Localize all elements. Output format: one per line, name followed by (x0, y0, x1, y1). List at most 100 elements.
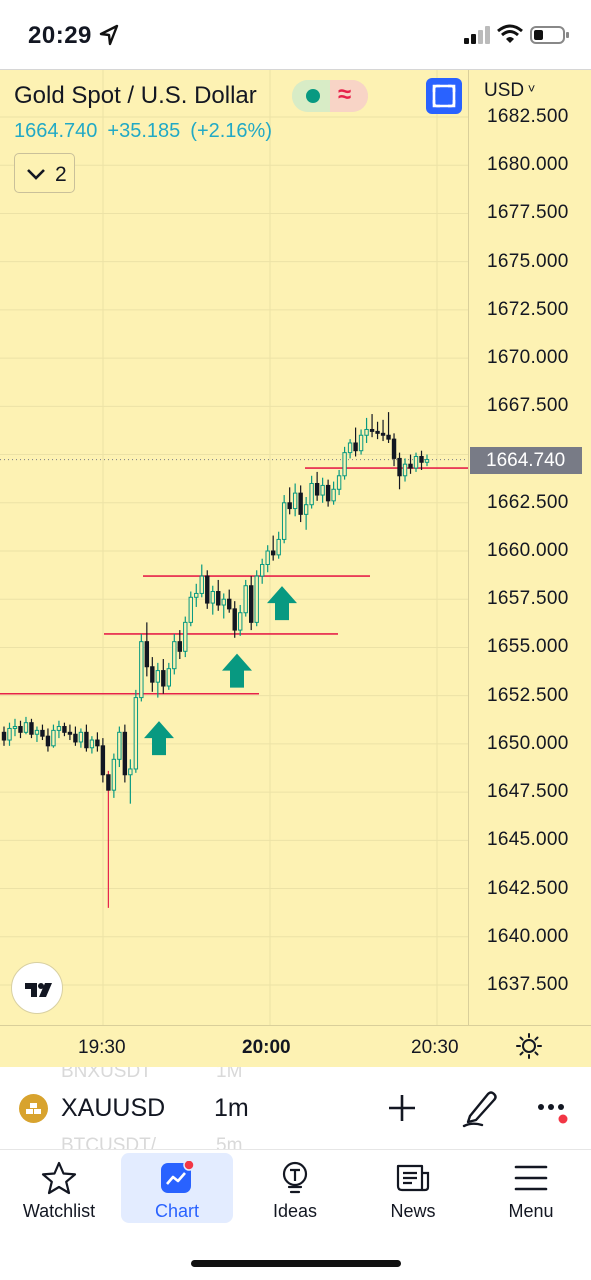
price-axis-label: 1672.500 (487, 298, 569, 320)
candle-body (73, 733, 78, 743)
interval-selector[interactable]: 1m (214, 1094, 249, 1122)
wifi-icon (497, 24, 523, 43)
candle-body (281, 502, 287, 540)
drawing-tools-button[interactable] (460, 1088, 498, 1128)
market-open-dot-icon (306, 89, 320, 103)
candle-body (106, 774, 111, 791)
candle-body (227, 598, 232, 610)
price-change-percent: (+2.16%) (190, 120, 272, 142)
price-summary: 1664.740 +35.185 (+2.16%) (14, 120, 282, 143)
candle-body (62, 726, 67, 733)
candle-body (243, 585, 248, 614)
price-axis-label: 1657.500 (487, 588, 569, 610)
status-time: 20:29 (28, 22, 92, 49)
delayed-data-icon: ≈ (338, 81, 352, 108)
chart-pane[interactable] (0, 70, 468, 1025)
fullscreen-button[interactable] (426, 78, 462, 114)
battery-icon (530, 26, 569, 44)
home-indicator (191, 1260, 401, 1267)
candle-body (34, 729, 40, 735)
candle-body (386, 434, 391, 440)
star-icon (41, 1161, 77, 1195)
candle-body (139, 641, 144, 699)
last-price-label: 1664.740 (470, 447, 582, 474)
tab-ideas[interactable]: Ideas (239, 1153, 351, 1223)
candle-body (347, 442, 353, 454)
candlestick-chart[interactable] (0, 70, 468, 1025)
candle-body (216, 591, 221, 606)
more-options-button[interactable] (536, 1098, 570, 1124)
candle-body (18, 726, 23, 733)
candle-body (117, 731, 122, 760)
candle-body (238, 612, 243, 631)
candle-body (380, 432, 386, 436)
candle-body (402, 463, 408, 477)
market-status-pill[interactable]: ≈ (292, 80, 368, 112)
ghost-interval: 1M (216, 1067, 243, 1082)
chart-settings-icon[interactable] (516, 1033, 542, 1059)
candle-body (40, 729, 45, 737)
gold-bars-icon (19, 1094, 48, 1123)
tradingview-logo-icon (25, 983, 52, 997)
candle-body (100, 745, 106, 776)
tab-label: Ideas (272, 1201, 318, 1221)
candle-body (89, 739, 95, 749)
cellular-signal-icon (464, 26, 490, 44)
tab-chart[interactable]: Chart (121, 1153, 233, 1223)
price-axis-label: 1645.000 (487, 829, 569, 851)
add-compare-button[interactable] (386, 1092, 418, 1124)
price-axis-label: 1642.500 (487, 877, 569, 899)
price-axis-label: 1650.000 (487, 732, 569, 754)
chevron-down-icon (27, 169, 45, 180)
candle-body (265, 550, 270, 566)
candle-body (375, 430, 380, 434)
fullscreen-icon (432, 84, 456, 108)
candle-body (413, 455, 419, 469)
candle-body (331, 488, 336, 502)
price-axis-label: 1637.500 (487, 974, 569, 995)
tab-news[interactable]: News (357, 1153, 469, 1223)
hamburger-icon (514, 1165, 548, 1191)
chart-icon (161, 1161, 195, 1193)
candle-body (133, 697, 139, 770)
price-axis[interactable]: 1682.500 1680.000 1677.500 1675.000 1672.500… (468, 70, 591, 1025)
candle-body (155, 670, 161, 683)
price-axis-label: 1662.500 (487, 491, 569, 513)
candle-body (111, 758, 117, 791)
candle-body (56, 726, 62, 731)
candle-body (320, 484, 325, 496)
price-axis-label: 1670.000 (487, 347, 569, 369)
time-label: 20:30 (411, 1037, 459, 1058)
candle-body (188, 596, 193, 623)
price-axis-label: 1682.500 (487, 106, 569, 127)
time-axis[interactable] (0, 1025, 591, 1067)
candle-body (325, 484, 331, 502)
tab-watchlist[interactable]: Watchlist (3, 1153, 115, 1223)
news-icon (396, 1164, 430, 1192)
price-axis-label: 1647.500 (487, 781, 569, 803)
indicators-collapse-button[interactable]: 2 (14, 153, 75, 193)
price-change: +35.185 (107, 120, 181, 142)
candle-body (309, 482, 314, 506)
candle-body (419, 455, 424, 463)
candle-body (249, 585, 254, 623)
currency-selector[interactable]: USD ˅ (484, 80, 536, 101)
candle-body (45, 735, 51, 747)
candle-body (84, 731, 89, 749)
candle-body (424, 459, 430, 463)
candle-body (391, 438, 397, 459)
tradingview-logo[interactable] (11, 962, 63, 1014)
price-axis-label: 1675.000 (487, 250, 569, 272)
tab-label: Watchlist (22, 1201, 96, 1221)
symbol-title[interactable]: Gold Spot / U.S. Dollar (14, 82, 257, 109)
candle-body (270, 550, 276, 556)
tab-menu[interactable]: Menu (475, 1153, 587, 1223)
candle-body (23, 722, 29, 733)
tab-label: News (390, 1201, 436, 1221)
symbol-selector[interactable]: XAUUSD (61, 1094, 166, 1122)
arrow-up-icon (222, 653, 252, 688)
candle-body (292, 492, 298, 510)
candle-body (397, 457, 402, 477)
candle-body (12, 726, 18, 729)
ghost-symbol: BTCUSDT/ (61, 1135, 156, 1150)
